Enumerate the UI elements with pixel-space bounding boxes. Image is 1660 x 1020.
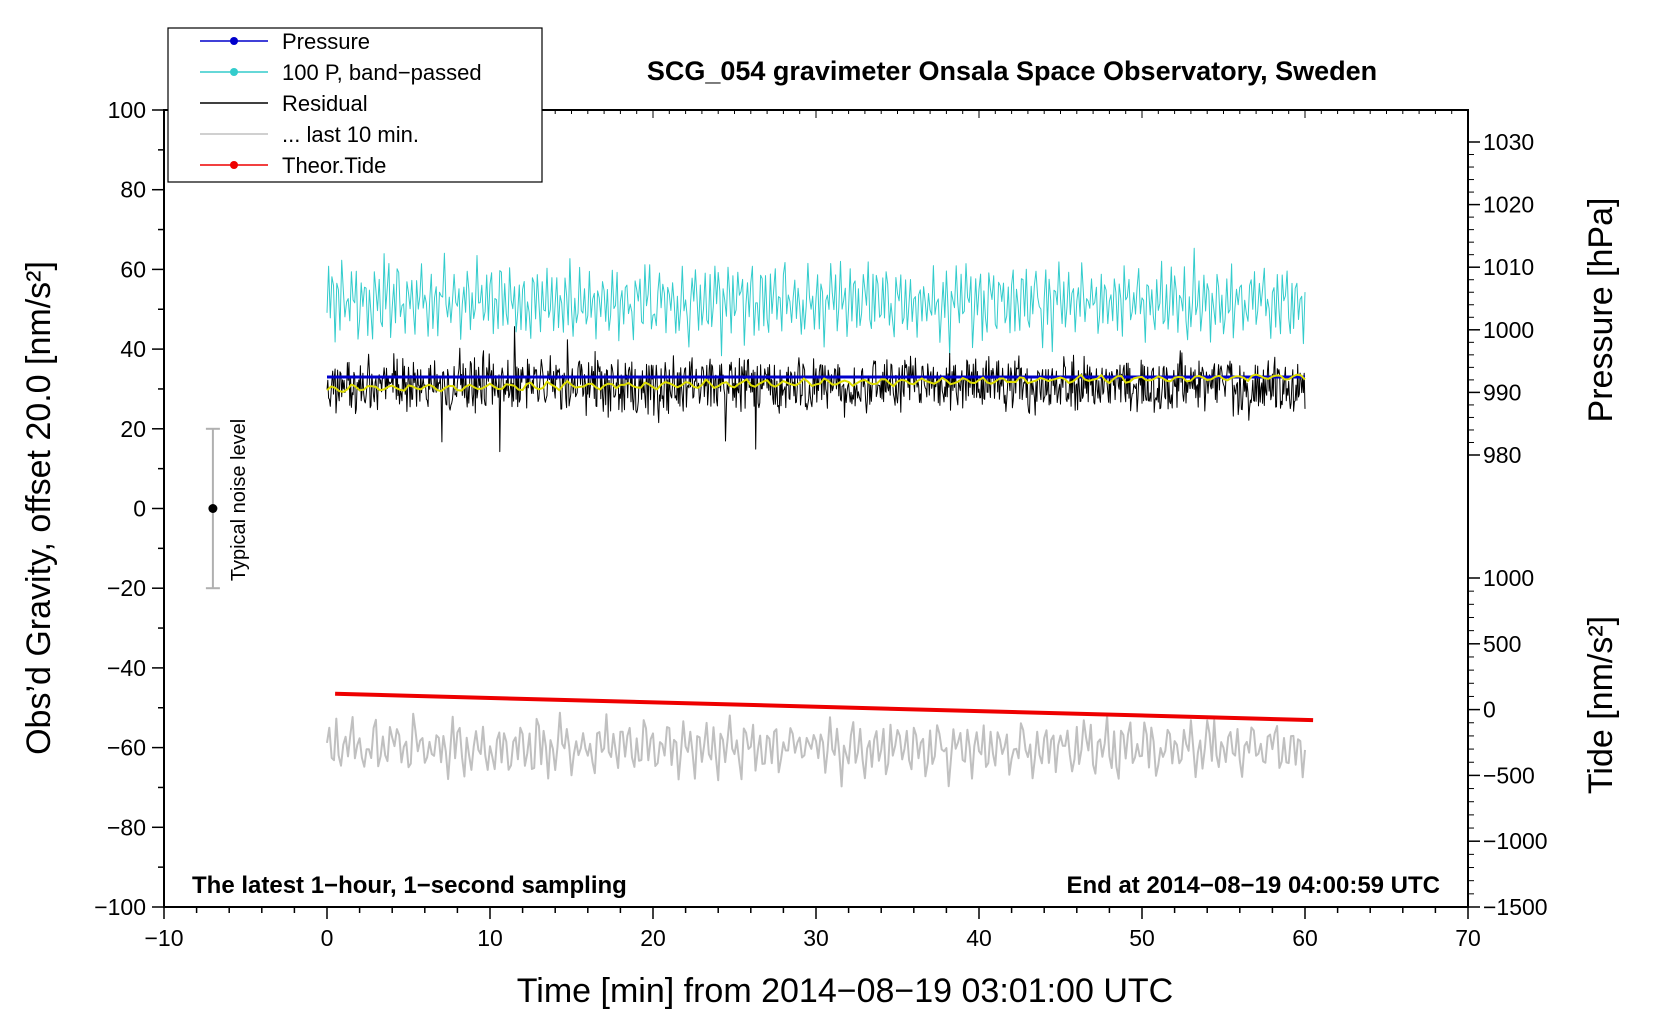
- x-tick-label: 40: [966, 925, 992, 951]
- x-tick-label: 30: [803, 925, 829, 951]
- y-axis-left: −100 −80 −60 −40 −20 0 20 40 60 80 100: [94, 97, 164, 920]
- x-axis-title: Time [min] from 2014−08−19 03:01:00 UTC: [517, 972, 1173, 1010]
- y-left-tick-label: 0: [133, 496, 146, 522]
- pressure-tick-label: 1010: [1483, 254, 1534, 280]
- annotation-right: End at 2014−08−19 04:00:59 UTC: [1066, 872, 1440, 899]
- tide-tick-label: −500: [1483, 762, 1535, 788]
- tide-tick-label: −1500: [1483, 894, 1548, 920]
- noise-level-label: Typical noise level: [228, 419, 250, 581]
- x-tick-label: 50: [1129, 925, 1155, 951]
- x-tick-label: 60: [1292, 925, 1318, 951]
- y-left-tick-label: 100: [108, 97, 146, 123]
- annotation-left: The latest 1−hour, 1−second sampling: [192, 872, 627, 899]
- legend-label: Residual: [282, 91, 368, 116]
- chart-title: SCG_054 gravimeter Onsala Space Observat…: [647, 56, 1377, 86]
- series-residual-smoothed: [326, 373, 1306, 393]
- tide-tick-label: 0: [1483, 697, 1496, 723]
- x-axis: −10 0 10 20 30 40 50 60 70: [144, 907, 1481, 951]
- x-tick-label: 0: [321, 925, 334, 951]
- y-axis-left-title: Obs’d Gravity, offset 20.0 [nm/s²]: [20, 261, 58, 755]
- y-left-tick-label: −40: [107, 655, 146, 681]
- x-tick-label: −10: [144, 925, 183, 951]
- legend-label: ... last 10 min.: [282, 122, 419, 147]
- series-group: [326, 247, 1314, 788]
- y-left-tick-label: −100: [94, 894, 146, 920]
- legend-box: [167, 27, 543, 183]
- tide-tick-label: 1000: [1483, 565, 1534, 591]
- tide-axis-title: Tide [nm/s²]: [1582, 616, 1620, 794]
- plot-area: −10 0 10 20 30 40 50 60 70 −100−80−60−40−2002040…: [94, 97, 1547, 951]
- y-left-tick-label: 40: [120, 336, 146, 362]
- pressure-tick-label: 1030: [1483, 129, 1534, 155]
- tide-tick-label: −1000: [1483, 828, 1548, 854]
- pressure-axis-title: Pressure [hPa]: [1582, 198, 1620, 423]
- x-tick-label: 10: [477, 925, 503, 951]
- legend-marker: [230, 161, 238, 169]
- pressure-tick-label: 1000: [1483, 317, 1534, 343]
- x-tick-label: 70: [1455, 925, 1481, 951]
- noise-bar-center-dot: [208, 504, 218, 513]
- x-tick-label: 20: [640, 925, 666, 951]
- legend-marker: [230, 37, 238, 45]
- pressure-tick-label: 1020: [1483, 192, 1534, 218]
- plot-frame: [163, 109, 1469, 908]
- y-left-tick-label: 20: [120, 416, 146, 442]
- y-left-tick-label: 60: [120, 256, 146, 282]
- pressure-tick-label: 980: [1483, 442, 1521, 468]
- y-left-tick-label: 80: [120, 177, 146, 203]
- legend: Pressure 100 P, band−passed Residual ... la…: [167, 27, 543, 183]
- legend-marker: [230, 68, 238, 76]
- series-residual: [326, 326, 1306, 453]
- y-left-tick-label: −20: [107, 575, 146, 601]
- series-bandpassed-pressure: [326, 247, 1306, 357]
- series-theor-tide: [335, 691, 1314, 723]
- tide-tick-label: 500: [1483, 631, 1521, 657]
- legend-label: Theor.Tide: [282, 153, 386, 178]
- legend-label: 100 P, band−passed: [282, 60, 482, 85]
- y-axis-right: 980 990 1000 1010 1020 1030 −1500 −1000 −500 0 500…: [1468, 129, 1548, 920]
- noise-level-bar: [205, 427, 220, 590]
- y-left-tick-label: −80: [107, 814, 146, 840]
- legend-label: Pressure: [282, 29, 370, 54]
- y-left-tick-label: −60: [107, 735, 146, 761]
- pressure-tick-label: 990: [1483, 379, 1521, 405]
- series-last-10-min: [326, 711, 1306, 788]
